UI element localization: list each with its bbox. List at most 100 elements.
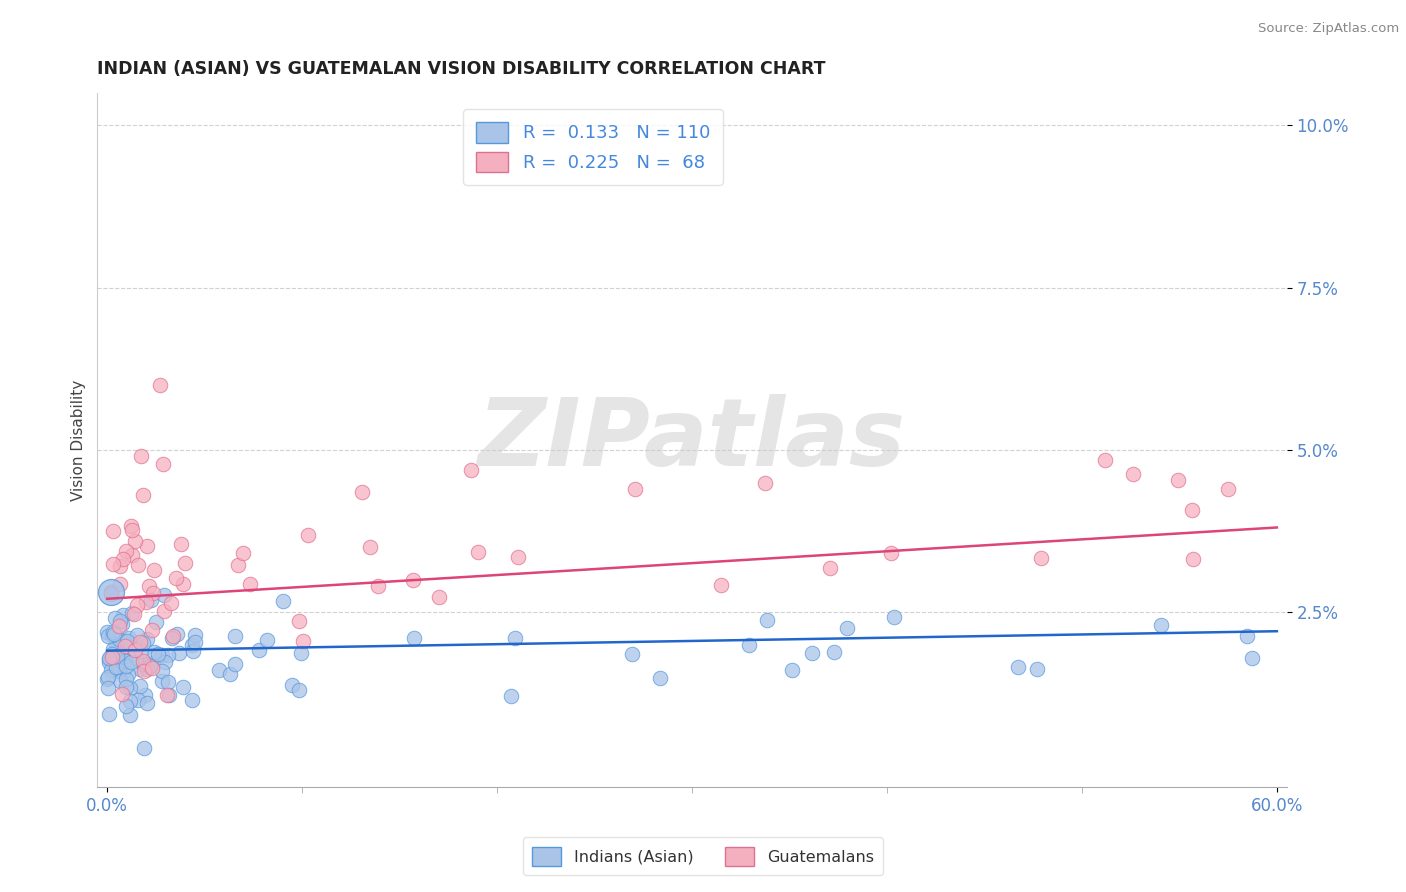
Point <box>239 576 262 591</box>
Point <box>153 604 176 618</box>
Point <box>297 528 319 542</box>
Point <box>150 673 173 688</box>
Y-axis label: Vision Disability: Vision Disability <box>72 379 86 500</box>
Point <box>115 699 138 714</box>
Point <box>132 636 155 650</box>
Point <box>114 659 136 673</box>
Point <box>818 560 841 574</box>
Point <box>125 651 148 665</box>
Point <box>96 672 118 686</box>
Point <box>97 670 120 684</box>
Point <box>105 649 128 664</box>
Point <box>1236 629 1258 643</box>
Point <box>288 614 311 628</box>
Point <box>149 377 172 392</box>
Point <box>499 690 522 704</box>
Point <box>101 628 124 642</box>
Point <box>467 545 489 559</box>
Point <box>224 657 246 671</box>
Point <box>508 550 530 565</box>
Point <box>404 632 426 646</box>
Point <box>350 484 373 499</box>
Point <box>141 586 163 600</box>
Point <box>98 651 121 665</box>
Point <box>128 662 150 676</box>
Point <box>142 657 165 671</box>
Point <box>103 642 125 657</box>
Point <box>112 634 135 648</box>
Point <box>288 683 311 698</box>
Point <box>883 610 905 624</box>
Point <box>710 578 733 592</box>
Point <box>143 563 166 577</box>
Point <box>755 613 778 627</box>
Point <box>146 647 169 661</box>
Point <box>427 590 450 604</box>
Point <box>291 633 314 648</box>
Point <box>170 537 193 551</box>
Point <box>100 587 122 601</box>
Point <box>117 632 139 646</box>
Point <box>111 665 134 679</box>
Point <box>801 646 824 660</box>
Point <box>127 693 149 707</box>
Point <box>181 638 204 652</box>
Point <box>129 644 152 658</box>
Point <box>281 678 304 692</box>
Point <box>232 546 254 560</box>
Point <box>208 663 231 677</box>
Point <box>359 540 381 554</box>
Point <box>100 647 122 661</box>
Point <box>184 627 207 641</box>
Point <box>1029 551 1052 566</box>
Point <box>110 558 132 573</box>
Point <box>136 662 159 676</box>
Legend: R =  0.133   N = 110, R =  0.225   N =  68: R = 0.133 N = 110, R = 0.225 N = 68 <box>463 109 723 185</box>
Point <box>823 645 845 659</box>
Point <box>125 628 148 642</box>
Point <box>138 579 160 593</box>
Point <box>135 595 157 609</box>
Point <box>104 611 127 625</box>
Point <box>623 483 645 497</box>
Point <box>156 688 179 702</box>
Point <box>153 655 176 669</box>
Point <box>290 646 312 660</box>
Point <box>115 673 138 687</box>
Point <box>118 694 141 708</box>
Point <box>1216 482 1239 496</box>
Point <box>166 627 188 641</box>
Point <box>172 577 194 591</box>
Point <box>134 688 156 702</box>
Point <box>141 593 163 607</box>
Point <box>129 449 152 463</box>
Text: INDIAN (ASIAN) VS GUATEMALAN VISION DISABILITY CORRELATION CHART: INDIAN (ASIAN) VS GUATEMALAN VISION DISA… <box>97 60 825 78</box>
Point <box>127 558 149 572</box>
Point <box>165 571 187 585</box>
Point <box>108 577 131 591</box>
Point <box>1181 503 1204 517</box>
Point <box>132 654 155 668</box>
Point <box>135 696 157 710</box>
Point <box>460 463 482 477</box>
Point <box>111 616 134 631</box>
Point <box>226 558 249 572</box>
Point <box>1026 663 1049 677</box>
Point <box>111 552 134 566</box>
Point <box>121 548 143 562</box>
Point <box>402 573 425 587</box>
Point <box>105 637 128 651</box>
Point <box>150 648 173 662</box>
Point <box>138 659 160 673</box>
Point <box>181 693 204 707</box>
Point <box>120 519 142 533</box>
Point <box>103 524 125 538</box>
Point <box>97 681 120 695</box>
Point <box>108 614 131 628</box>
Point <box>112 607 135 622</box>
Point <box>120 681 142 695</box>
Point <box>172 681 194 695</box>
Point <box>129 679 152 693</box>
Point <box>122 607 145 621</box>
Point <box>503 632 526 646</box>
